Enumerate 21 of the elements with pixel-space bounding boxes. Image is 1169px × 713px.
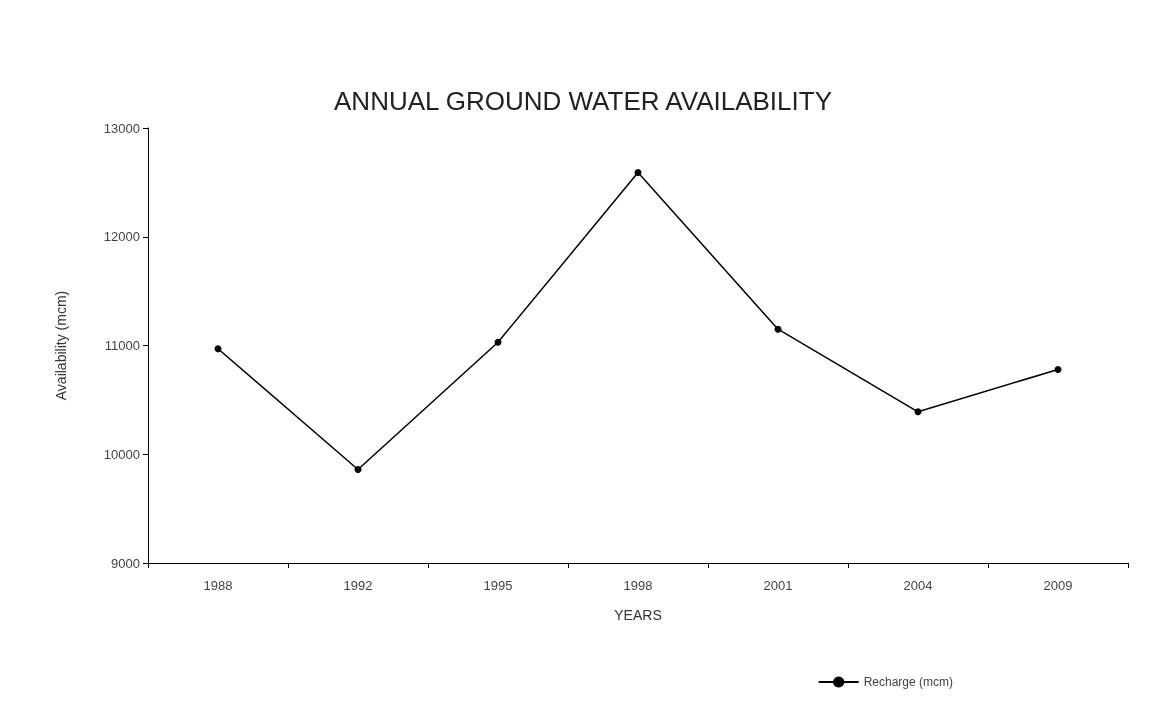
point (1054, 365, 1062, 373)
x-tick-label: 2009 (1043, 578, 1073, 593)
y-tick-label: 11000 (104, 338, 140, 353)
x-tick-label: 1992 (343, 578, 373, 593)
x-axis-title: YEARS (614, 607, 662, 623)
point (634, 169, 642, 177)
chart-title: ANNUAL GROUND WATER AVAILABILITY (334, 86, 832, 116)
y-axis-title: Availability (mcm) (53, 290, 69, 401)
point (494, 338, 502, 346)
x-tick-label: 1995 (483, 578, 513, 593)
y-tick-label: 9000 (111, 555, 140, 571)
legend-label: Recharge (mcm) (863, 675, 954, 689)
y-tick-label: 13000 (103, 120, 140, 136)
x-tick-label: 2001 (763, 578, 793, 593)
y-tick-label: 10000 (103, 446, 140, 462)
x-tick-label: 1998 (623, 578, 653, 593)
x-tick-label: 1988 (203, 578, 233, 593)
y-tick-label: 12000 (103, 229, 140, 245)
point (354, 465, 362, 473)
point (214, 345, 222, 353)
x-tick-label: 2004 (903, 578, 933, 593)
